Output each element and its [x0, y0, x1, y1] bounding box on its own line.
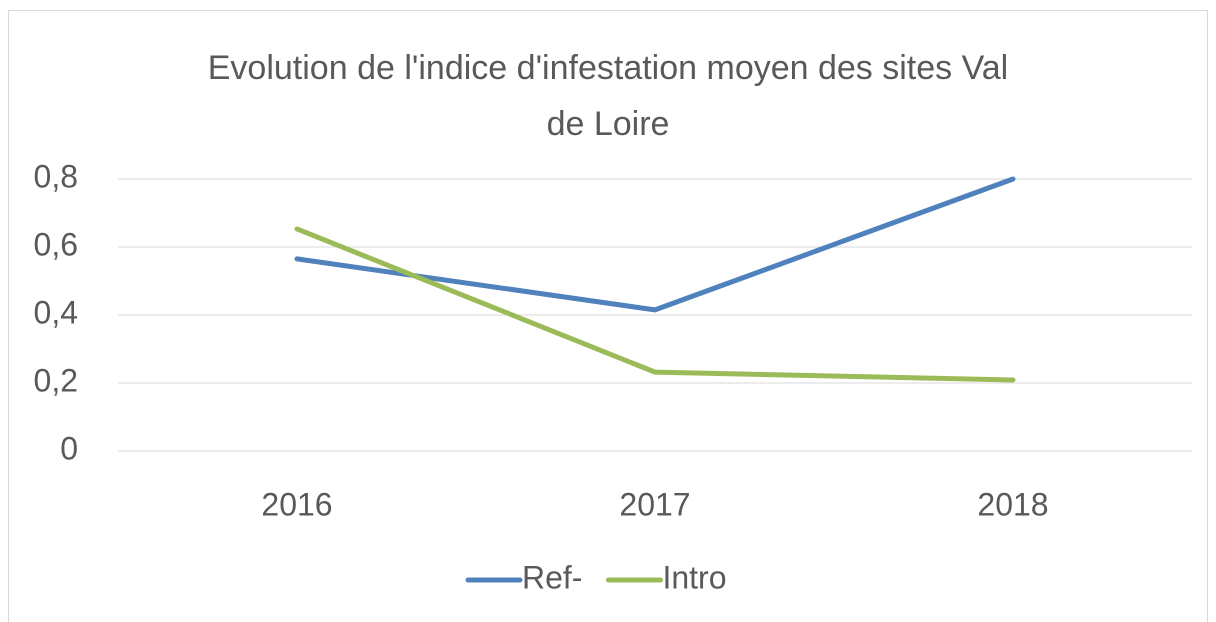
x-tick-label: 2017: [619, 486, 690, 522]
x-tick-label: 2018: [977, 486, 1048, 522]
y-tick-label: 0,2: [34, 362, 78, 398]
y-tick-label: 0,6: [34, 226, 78, 262]
y-tick-label: 0,4: [34, 294, 78, 330]
y-tick-label: 0,8: [34, 158, 78, 194]
series-line: [294, 176, 1016, 313]
chart-title: Evolution de l'indice d'infestation moye…: [207, 49, 1009, 143]
legend-label: Ref-: [522, 559, 582, 595]
series-line: [294, 226, 1016, 383]
legend-label: Intro: [662, 559, 726, 595]
chart-border: [8, 10, 1208, 622]
y-tick-label: 0: [60, 430, 78, 466]
x-tick-label: 2016: [261, 486, 332, 522]
